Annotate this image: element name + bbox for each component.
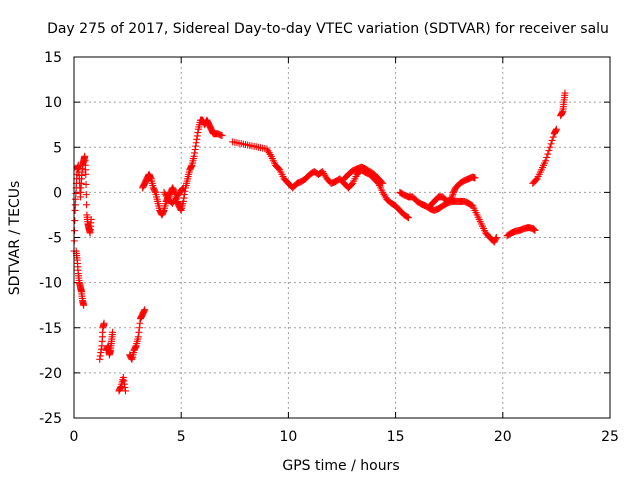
data-point: [549, 133, 557, 141]
data-point: [404, 214, 412, 222]
data-point: [548, 136, 556, 144]
data-point: [546, 143, 554, 151]
data-point: [403, 213, 411, 221]
data-point: [218, 132, 226, 140]
data-point: [82, 191, 90, 199]
data-point: [378, 178, 386, 186]
data-point: [543, 153, 551, 161]
x-tick-label: 5: [177, 429, 186, 445]
data-point: [552, 125, 560, 133]
data-point: [561, 89, 569, 97]
x-axis-label: GPS time / hours: [282, 458, 399, 474]
data-point: [109, 328, 117, 336]
data-point: [379, 179, 387, 187]
y-tick-label: -25: [39, 411, 62, 427]
data-point: [82, 180, 90, 188]
y-tick-label: -15: [39, 321, 62, 337]
data-points: [70, 89, 569, 395]
y-tick-label: -10: [39, 276, 62, 292]
grid-lines: [74, 57, 610, 418]
x-tick-label: 25: [601, 429, 619, 445]
data-point: [87, 215, 95, 223]
chart-title: Day 275 of 2017, Sidereal Day-to-day VTE…: [47, 21, 609, 37]
y-tick-label: -5: [48, 231, 62, 247]
x-tick-label: 0: [70, 429, 79, 445]
y-tick-label: -20: [39, 366, 62, 382]
x-tick-label: 15: [387, 429, 405, 445]
data-point: [471, 174, 479, 182]
data-point: [547, 140, 555, 148]
data-point: [71, 227, 79, 235]
data-point: [531, 226, 539, 234]
axis-ticks: 0 5 10 15 20 25 -25 -20 -15 -10 -5 0 5 10 15: [39, 50, 619, 445]
y-tick-label: 15: [44, 50, 62, 66]
data-point: [100, 319, 108, 327]
x-tick-label: 20: [494, 429, 512, 445]
data-point: [141, 306, 149, 314]
data-point: [83, 201, 91, 209]
plot-frame: [73, 56, 611, 419]
y-axis-label: SDTVAR / TECUs: [7, 181, 23, 296]
y-tick-label: 5: [53, 140, 62, 156]
data-point: [80, 301, 88, 309]
y-tick-label: 10: [44, 95, 62, 111]
data-point: [82, 170, 90, 178]
data-point: [121, 387, 129, 395]
data-point: [71, 217, 79, 225]
data-point: [542, 157, 550, 165]
data-point: [544, 150, 552, 158]
data-point: [179, 184, 187, 192]
y-tick-label: 0: [53, 185, 62, 201]
x-tick-label: 10: [279, 429, 297, 445]
data-point: [545, 147, 553, 155]
data-point: [492, 234, 500, 241]
